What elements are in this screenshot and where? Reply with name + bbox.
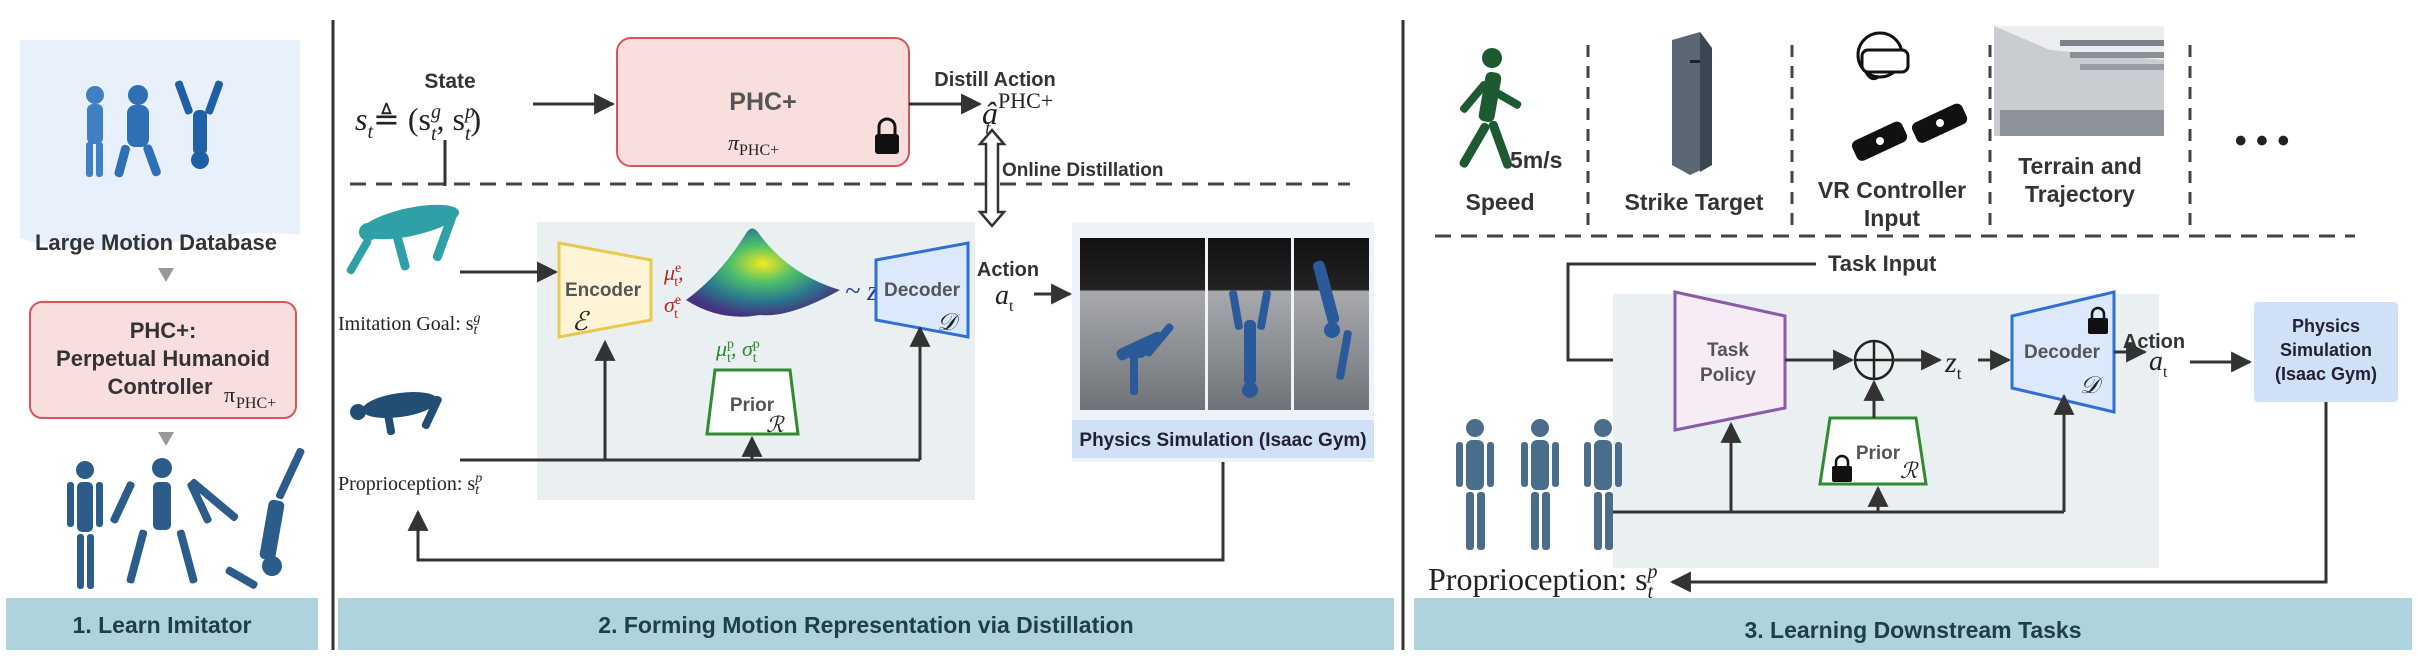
task-policy-block (1673, 290, 1787, 432)
lock-icon (875, 117, 899, 154)
mu-sigma-p-label: μp t, σp t (715, 336, 760, 366)
feedback-loop-2 (407, 462, 1225, 562)
feedback-loop-3 (1669, 402, 2328, 593)
proprioception-label-3: Proprioception: sp t (1428, 561, 1658, 603)
vr-label-line2: Input (1864, 205, 1921, 231)
physics-sim-label-bg (1072, 420, 1374, 458)
vr-controller-icon (1851, 103, 1968, 161)
online-distillation-arrow (977, 128, 1007, 228)
footer-2-bg (338, 598, 1394, 650)
more-tasks-ellipsis: • • • (2235, 122, 2290, 160)
encoder-symbol: ℰ (572, 307, 590, 336)
distill-action-label: Distill Action (934, 69, 1055, 91)
strike-target-icon (1672, 32, 1712, 175)
vr-headset-icon (1856, 31, 1910, 81)
phc-controller-box (29, 301, 297, 419)
task-input-label: Task Input (1828, 251, 1937, 276)
encoder-block (557, 241, 653, 339)
physics-line2: Simulation (2280, 340, 2372, 360)
speed-label: Speed (1465, 189, 1534, 215)
arrow-down-1 (158, 268, 174, 282)
action-label-2: Action (977, 259, 1039, 281)
prior-symbol-3: ℛ (1900, 458, 1919, 483)
terrain-image (1994, 26, 2164, 136)
panel-motion-representation: State st≜ (sg t, sp t) PHC+ πPHC+ Distill … (338, 37, 1394, 650)
prior-block (705, 368, 800, 436)
proprioception-label-2: Proprioception: sp t (338, 471, 482, 498)
action-symbol-2: at (995, 280, 1014, 315)
phc-policy-pi: πPHC+ (728, 130, 779, 159)
imitation-goal-figure-icon (346, 204, 459, 275)
phc-pi-sub: PHC+ (236, 395, 276, 412)
prior-lock-icon (1832, 454, 1852, 482)
decoder-label-3: Decoder (2024, 342, 2101, 363)
decoder-lock-icon (2088, 306, 2108, 334)
footer-3-text: 3. Learning Downstream Tasks (1744, 617, 2081, 643)
sigma-e-label: σe t (664, 292, 681, 322)
online-distillation-label: Online Distillation (1002, 160, 1164, 181)
speed-value: 5m/s (1510, 147, 1562, 173)
terrain-label-line1: Terrain and (2018, 153, 2142, 179)
prior-label-3: Prior (1856, 443, 1901, 464)
physics-sim-box-3 (2254, 302, 2398, 402)
running-figure-icon (1459, 48, 1522, 169)
state-formula: st≜ (sg t, sp t) (355, 101, 481, 145)
sum-icon (1853, 339, 1895, 381)
strike-target-label: Strike Target (1625, 189, 1764, 215)
motion-figures-icon (86, 80, 224, 178)
panel-learn-imitator: Large Motion Database PHC+: Perpetual Hu… (6, 40, 318, 650)
z-t-label: zt (1944, 346, 1962, 383)
vr-label-line1: VR Controller (1818, 177, 1966, 203)
phc-line1: PHC+: (130, 318, 197, 343)
prior-label: Prior (730, 395, 775, 416)
arrow-down-2 (158, 432, 174, 446)
proprioception-figure-icon (350, 391, 442, 435)
gaussian-surface (686, 228, 840, 317)
footer-2-text: 2. Forming Motion Representation via Dis… (598, 612, 1133, 638)
mu-e-label: μe t, (663, 260, 684, 290)
footer-1-bg (6, 598, 318, 650)
footer-3-bg (1414, 598, 2412, 650)
sim-frame-1 (1080, 238, 1205, 410)
physics-sim-label: Physics Simulation (Isaac Gym) (1079, 430, 1366, 451)
task-policy-line1: Task (1707, 340, 1749, 361)
decoder-label: Decoder (884, 280, 961, 301)
encoder-label: Encoder (565, 280, 642, 301)
terrain-label-line2: Trajectory (2025, 181, 2135, 207)
decoder-block (874, 241, 970, 339)
phc-policy-box (616, 37, 910, 167)
physics-line3: (Isaac Gym) (2275, 364, 2377, 384)
phc-policy-title: PHC+ (729, 88, 796, 116)
robots-group-icon (1456, 419, 1622, 550)
imitation-goal-label: Imitation Goal: sg t (338, 311, 481, 338)
phc-line2: Perpetual Humanoid (56, 346, 270, 371)
database-background (20, 40, 300, 251)
action-symbol-3: at (2149, 346, 2168, 381)
humanoid-robots-icon (67, 447, 305, 589)
physics-line1: Physics (2292, 316, 2360, 336)
footer-1-text: 1. Learn Imitator (73, 612, 252, 638)
phc-line3: Controller (107, 374, 213, 399)
simulation-frames (1080, 238, 1369, 410)
prior-symbol: ℛ (766, 412, 785, 437)
panel-downstream-tasks: 5m/s Speed Strike Target VR Controller I… (1414, 26, 2412, 650)
phc-pi: π (224, 382, 235, 407)
state-label: State (424, 70, 475, 93)
distill-action-symbol: âPHC+ t (982, 88, 1053, 138)
database-label: Large Motion Database (35, 230, 277, 255)
task-policy-line2: Policy (1700, 365, 1756, 386)
